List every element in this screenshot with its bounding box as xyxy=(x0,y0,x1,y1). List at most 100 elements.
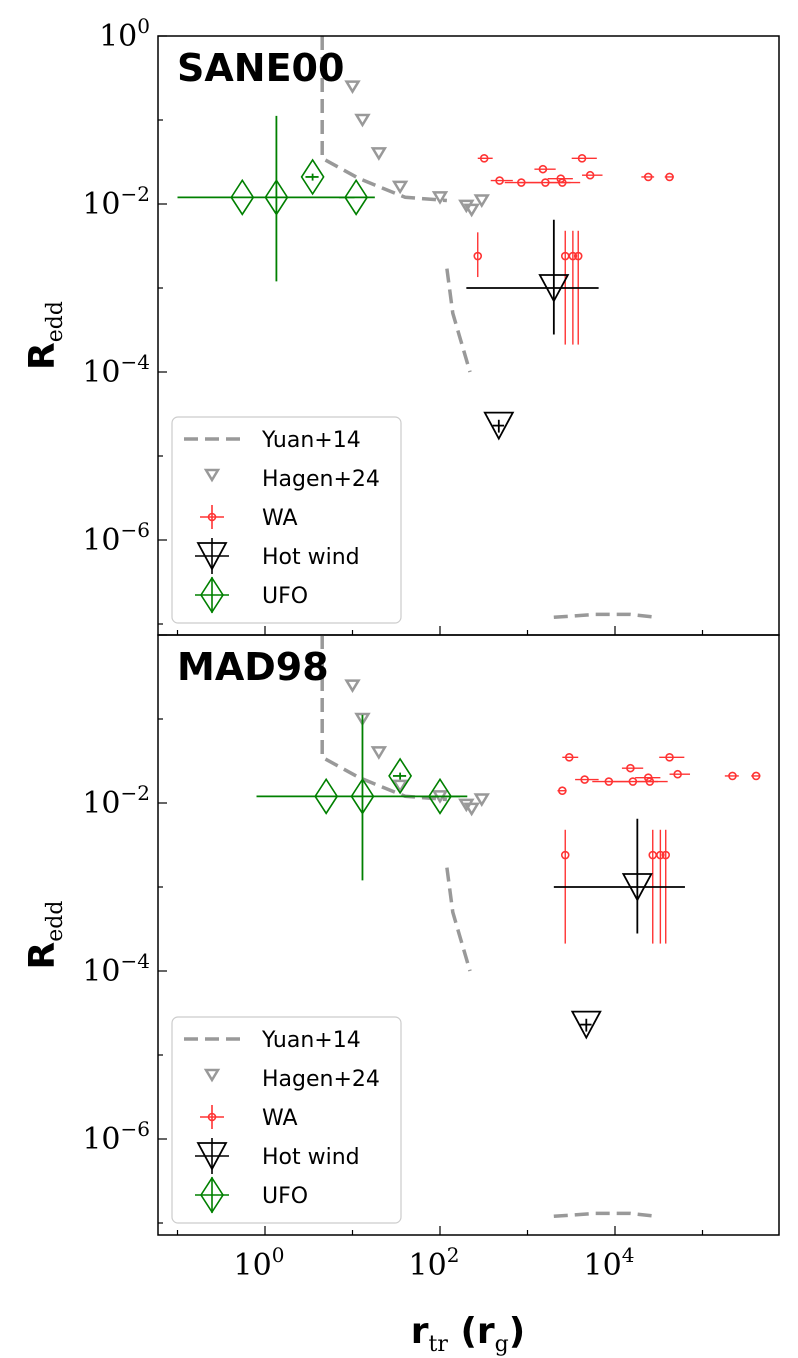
legend-item-ufo: UFO xyxy=(195,576,308,614)
yuan-line-0 xyxy=(320,635,448,802)
y-tick-label: 10−6 xyxy=(82,518,150,558)
marker xyxy=(483,411,515,441)
y-axis-label: Redd xyxy=(22,301,68,370)
marker xyxy=(538,164,548,174)
marker xyxy=(264,178,289,216)
panel-sane00: 100 10−2 10−4 10−6 Redd SANE00 Yuan+14 Hagen+24… xyxy=(22,14,780,636)
hagen-24-point-7 xyxy=(473,793,490,807)
legend-item-ufo: UFO xyxy=(195,1176,308,1214)
hagen-24-point-1 xyxy=(354,712,371,727)
legend-marker xyxy=(207,512,217,522)
marker xyxy=(354,712,371,727)
hot-wind-point-0 xyxy=(466,219,599,335)
legend-item-wa: WA xyxy=(200,1105,298,1131)
marker xyxy=(344,178,369,216)
plot-area xyxy=(256,635,761,1219)
hagen-24-point-2 xyxy=(370,746,388,760)
marker xyxy=(370,147,388,161)
hagen-24-point-0 xyxy=(344,679,361,694)
marker xyxy=(558,178,567,187)
marker xyxy=(391,779,409,794)
hagen-24-point-6 xyxy=(463,203,480,218)
series-wa xyxy=(473,153,674,345)
marker xyxy=(665,172,674,182)
hagen-24-point-1 xyxy=(354,113,371,128)
legend-label: Hot wind xyxy=(262,545,360,570)
marker xyxy=(751,771,761,781)
marker xyxy=(558,786,567,796)
legend-marker xyxy=(203,1068,221,1083)
hagen-24-point-3 xyxy=(391,180,409,195)
legend-label: Hagen+24 xyxy=(262,1067,380,1092)
y-tick-label: 10−2 xyxy=(82,781,150,821)
series-ufo xyxy=(177,115,375,282)
legend-item-yuan-14: Yuan+14 xyxy=(184,428,361,453)
marker xyxy=(577,153,587,163)
legend-label: Hot wind xyxy=(262,1145,360,1170)
series-ufo xyxy=(256,714,468,881)
hagen-24-point-3 xyxy=(391,779,409,794)
legend: Yuan+14 Hagen+24 WA Hot wind UFO xyxy=(171,416,402,624)
series-hagen-24 xyxy=(344,679,490,817)
series-wa xyxy=(557,752,761,944)
marker xyxy=(573,251,583,261)
marker xyxy=(560,850,570,860)
marker xyxy=(463,802,480,817)
marker xyxy=(300,158,325,196)
marker xyxy=(568,251,578,261)
ufo-point-1 xyxy=(264,115,289,282)
yuan-line-2 xyxy=(553,612,657,620)
legend-item-wa: WA xyxy=(200,505,298,531)
legend-item-hagen-24: Hagen+24 xyxy=(203,467,380,492)
wa-point-8 xyxy=(582,170,603,180)
legend-label: Hagen+24 xyxy=(262,467,380,492)
wa-point-9 xyxy=(641,172,655,182)
panel-title: MAD98 xyxy=(177,645,329,689)
series-hagen-24 xyxy=(344,80,490,218)
hagen-24-point-7 xyxy=(473,194,490,208)
yuan-line-1 xyxy=(445,268,472,373)
wa-point-1 xyxy=(575,775,599,784)
marker xyxy=(621,873,653,902)
series-yuan-14 xyxy=(320,635,657,1219)
ufo-point-2 xyxy=(388,757,413,795)
hot-wind-point-1 xyxy=(570,1010,602,1040)
marker xyxy=(344,679,361,694)
legend-box xyxy=(171,1016,402,1224)
marker xyxy=(350,777,375,815)
marker xyxy=(673,769,682,779)
marker xyxy=(428,777,452,815)
marker xyxy=(580,775,589,784)
legend-marker xyxy=(196,1142,228,1171)
wa-point-1 xyxy=(490,176,513,185)
hagen-24-point-6 xyxy=(463,802,480,817)
marker xyxy=(344,80,361,95)
wa-point-11 xyxy=(473,232,483,278)
legend-marker xyxy=(207,1112,217,1122)
panel-title: SANE00 xyxy=(177,46,344,90)
marker xyxy=(473,793,490,807)
y-tick-label: 100 xyxy=(99,14,150,54)
plot-area xyxy=(177,36,674,620)
legend: Yuan+14 Hagen+24 WA Hot wind UFO xyxy=(171,1016,402,1224)
legend-marker xyxy=(200,576,224,614)
marker xyxy=(585,170,595,180)
x-tick-label: 104 xyxy=(584,1243,635,1283)
wa-point-5 xyxy=(547,174,573,184)
series-hot-wind xyxy=(466,219,599,441)
y-tick-label: 10−6 xyxy=(82,1117,150,1157)
legend-label: Yuan+14 xyxy=(261,428,361,453)
legend-item-yuan-14: Yuan+14 xyxy=(184,1028,361,1053)
ufo-point-2 xyxy=(300,158,325,196)
marker xyxy=(564,752,574,762)
hot-wind-point-1 xyxy=(483,411,515,441)
yuan-line-1 xyxy=(445,867,472,972)
wa-point-10 xyxy=(664,172,674,182)
wa-point-3 xyxy=(621,763,644,773)
legend-item-hagen-24: Hagen+24 xyxy=(203,1067,380,1092)
hagen-24-point-2 xyxy=(370,147,388,161)
legend-label: UFO xyxy=(262,1184,308,1209)
marker xyxy=(665,752,674,762)
ufo-point-3 xyxy=(338,178,375,216)
